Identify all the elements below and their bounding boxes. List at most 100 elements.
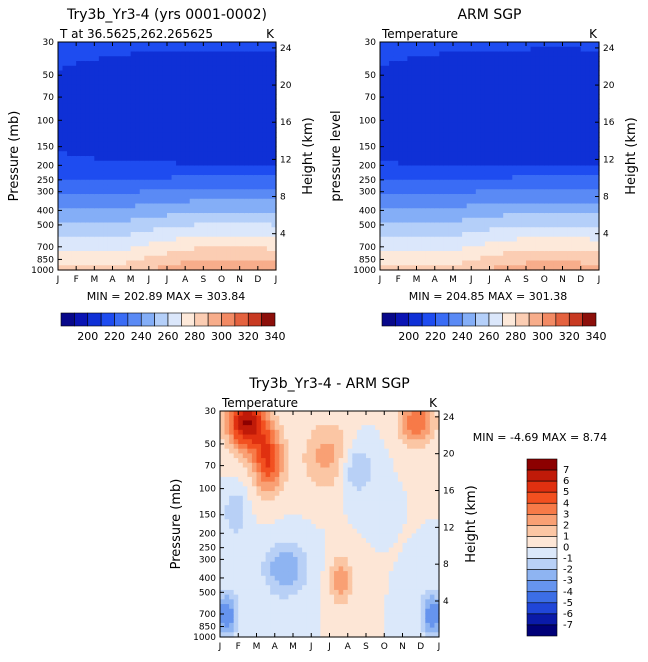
field-cell (220, 458, 226, 464)
field-cell (135, 122, 141, 129)
field-cell (443, 236, 450, 243)
field-cell (544, 84, 550, 91)
field-cell (553, 184, 559, 190)
field-cell (526, 99, 532, 105)
field-cell (71, 170, 77, 176)
field-cell (262, 113, 268, 119)
field-cell (98, 208, 105, 214)
field-cell (198, 194, 204, 200)
field-cell (107, 75, 114, 81)
field-cell (139, 89, 145, 95)
field-cell (416, 179, 422, 186)
field-cell (443, 189, 450, 195)
field-cell (207, 203, 214, 209)
field-cell (130, 236, 136, 243)
field-cell (562, 113, 568, 119)
field-cell (475, 203, 481, 209)
field-cell (171, 56, 177, 62)
field-cell (457, 236, 463, 243)
field-cell (489, 156, 495, 162)
field-cell (121, 61, 127, 67)
field-cell (489, 160, 495, 167)
field-cell (471, 232, 477, 238)
field-cell (448, 156, 454, 162)
field-cell (207, 179, 214, 186)
field-cell (117, 132, 123, 138)
field-cell (475, 51, 481, 57)
field-cell (107, 46, 114, 53)
colorbar-label: 300 (211, 330, 232, 343)
field-cell (384, 70, 390, 76)
field-cell (198, 203, 204, 209)
field-cell (407, 94, 413, 100)
month-label: J (274, 275, 278, 285)
field-cell (402, 146, 408, 152)
field-cell (271, 141, 277, 148)
field-cell (411, 84, 418, 91)
field-cell (194, 232, 200, 238)
field-cell (224, 434, 230, 440)
field-cell (107, 184, 114, 190)
field-cell (484, 94, 491, 100)
field-cell (271, 118, 277, 124)
field-cell (253, 194, 259, 200)
field-cell (239, 122, 245, 129)
field-cell (521, 203, 527, 209)
field-cell (62, 160, 68, 167)
field-cell (580, 217, 586, 224)
field-cell (526, 189, 532, 195)
field-cell (530, 65, 536, 72)
field-cell (507, 217, 513, 224)
field-cell (235, 89, 241, 95)
field-cell (203, 61, 209, 67)
field-cell (580, 184, 586, 190)
field-cell (221, 46, 227, 53)
field-cell (80, 51, 86, 57)
field-cell (144, 108, 150, 114)
field-cell (244, 80, 250, 86)
field-cell (425, 184, 431, 190)
field-cell (198, 222, 204, 228)
field-cell (594, 70, 600, 76)
field-cell (457, 103, 463, 110)
field-cell (503, 227, 509, 233)
field-cell (248, 265, 254, 271)
colorbar-swatch (234, 312, 249, 327)
field-cell (224, 608, 230, 615)
field-cell (466, 170, 472, 176)
field-cell (248, 61, 254, 67)
field-cell (244, 165, 250, 171)
field-cell (98, 127, 105, 133)
field-cell (221, 194, 227, 200)
field-cell (425, 84, 431, 91)
field-cell (475, 265, 481, 271)
field-cell (157, 42, 164, 48)
field-cell (516, 227, 523, 233)
field-cell (235, 255, 241, 262)
field-cell (230, 42, 236, 48)
field-cell (462, 132, 468, 138)
field-cell (535, 156, 541, 162)
field-cell (180, 89, 186, 95)
field-cell (489, 75, 495, 81)
field-cell (67, 46, 73, 53)
field-cell (126, 89, 132, 95)
field-cell (421, 89, 427, 95)
field-cell (126, 194, 132, 200)
field-cell (103, 127, 109, 133)
field-cell (176, 42, 182, 48)
field-cell (539, 184, 545, 190)
field-cell (235, 251, 241, 257)
field-cell (235, 70, 241, 76)
colorbar-label: 340 (265, 330, 286, 343)
field-cell (562, 203, 568, 209)
field-cell (434, 42, 440, 48)
field-cell (235, 236, 241, 243)
field-cell (230, 65, 236, 72)
field-cell (58, 194, 64, 200)
field-cell (443, 89, 450, 95)
field-cell (462, 89, 468, 95)
field-cell (484, 141, 491, 148)
field-cell (553, 203, 559, 209)
field-cell (526, 65, 532, 72)
